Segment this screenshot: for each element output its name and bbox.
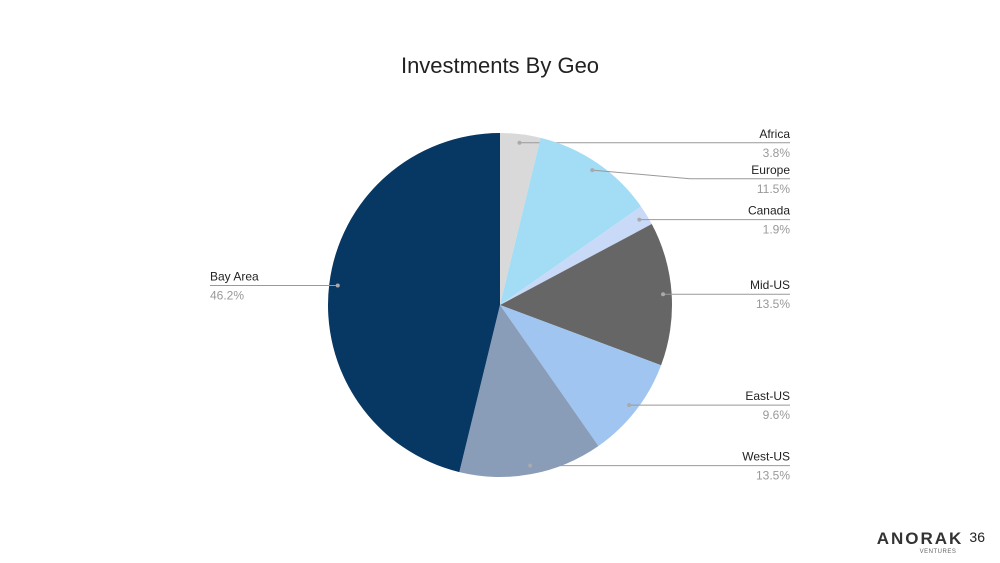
data-label: 13.5% — [756, 297, 790, 311]
legend-label: Europe — [751, 163, 790, 177]
logo: ANORAK — [877, 529, 964, 548]
leader-line — [592, 169, 790, 180]
leader-dot — [627, 403, 632, 408]
pie-slice — [500, 133, 541, 305]
data-label: 9.6% — [763, 408, 791, 422]
legend-label: Bay Area — [210, 270, 259, 284]
leader-dot — [661, 292, 666, 297]
legend-label: West-US — [742, 450, 790, 464]
data-label: 13.5% — [756, 469, 790, 483]
legend-label: Mid-US — [750, 278, 790, 292]
pie-slice — [500, 305, 662, 447]
leader-dot — [590, 168, 595, 173]
pie-slice — [500, 224, 672, 366]
logo-sub: VENTURES — [920, 549, 957, 555]
data-label: 11.5% — [757, 182, 790, 196]
data-label: 46.2% — [210, 289, 244, 303]
chart-title: Investments By Geo — [401, 53, 599, 78]
data-label: 3.8% — [763, 146, 791, 160]
legend-label: Africa — [759, 127, 790, 141]
legend-label: Canada — [748, 204, 790, 218]
pie-slice — [500, 137, 642, 305]
leader-dot — [528, 463, 533, 468]
page-number: 36 — [969, 529, 985, 545]
data-label: 1.9% — [763, 223, 791, 237]
legend-label: East-US — [745, 389, 790, 403]
pie-slice — [459, 305, 599, 478]
leader-dot — [637, 217, 642, 222]
pie-slice — [500, 206, 652, 305]
leader-dot — [517, 140, 522, 145]
pie-slice — [328, 133, 500, 473]
leader-dot — [335, 283, 340, 288]
